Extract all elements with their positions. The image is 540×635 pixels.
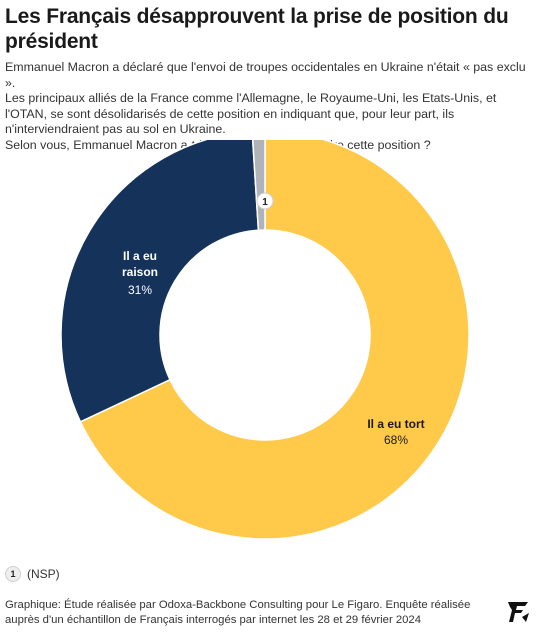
slice-value-raison: 31% — [128, 283, 152, 297]
slice-label-raison-line1: Il a eu — [123, 249, 157, 263]
slice-label-raison-line2: raison — [122, 265, 158, 279]
subtitle-line: Les principaux alliés de la France comme… — [5, 91, 497, 136]
slice-label-tort: Il a eu tort — [367, 417, 424, 431]
donut-chart: Il a eu tort 68% Il a eu raison 31% 1 — [60, 140, 470, 540]
chart-source: Graphique: Étude réalisée par Odoxa-Back… — [5, 599, 471, 626]
le-figaro-logo-icon — [508, 602, 529, 622]
donut-slice-il-a-eu-raison — [60, 140, 260, 423]
chart-legend: 1 (NSP) — [5, 566, 60, 582]
slice-value-tort: 68% — [384, 433, 408, 447]
chart-title: Les Français désapprouvent la prise de p… — [5, 5, 509, 53]
nsp-marker-badge — [256, 192, 274, 210]
nsp-marker-text: 1 — [262, 197, 268, 208]
legend-marker: 1 — [5, 566, 21, 582]
donut-slice-il-a-eu-tort — [79, 140, 470, 540]
subtitle-line: Emmanuel Macron a déclaré que l'envoi de… — [5, 60, 526, 90]
donut-labels: Il a eu tort 68% Il a eu raison 31% 1 — [122, 192, 425, 447]
legend-text: (NSP) — [27, 567, 60, 581]
